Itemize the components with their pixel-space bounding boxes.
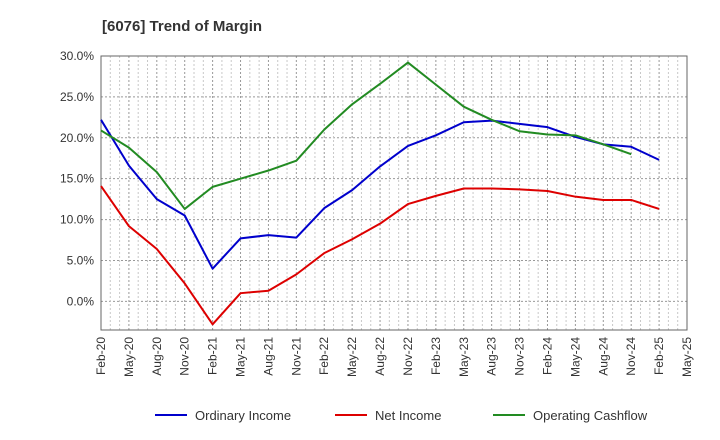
y-axis: 30.0% 25.0% 20.0% 15.0% 10.0% 5.0% 0.0% <box>60 49 94 308</box>
x-tick-label: Feb-23 <box>429 337 443 375</box>
x-tick-label: Nov-24 <box>624 337 638 376</box>
x-tick-label: Feb-22 <box>317 337 331 375</box>
x-axis: Feb-20 May-20 Aug-20 Nov-20 Feb-21 May-21 Aug-… <box>94 337 694 377</box>
x-tick-label: Feb-21 <box>206 337 220 375</box>
y-tick-label: 30.0% <box>60 49 94 63</box>
x-tick-label: May-24 <box>568 337 582 377</box>
y-tick-label: 20.0% <box>60 131 94 145</box>
grid <box>100 55 688 330</box>
y-tick-label: 15.0% <box>60 172 94 186</box>
legend-label-ordinary-income: Ordinary Income <box>195 408 291 423</box>
legend-label-net-income: Net Income <box>375 408 441 423</box>
plot-area <box>100 55 688 331</box>
chart-title: [6076] Trend of Margin <box>102 18 262 35</box>
legend: Ordinary Income Net Income Operating Cashf… <box>155 408 648 423</box>
y-tick-label: 5.0% <box>67 253 95 267</box>
x-tick-label: Feb-24 <box>540 337 554 375</box>
x-tick-label: Nov-21 <box>289 337 303 376</box>
x-tick-label: May-25 <box>680 337 694 377</box>
x-tick-label: Aug-22 <box>373 337 387 376</box>
series-lines <box>100 61 660 326</box>
x-tick-label: Nov-20 <box>178 337 192 376</box>
x-tick-label: Aug-20 <box>150 337 164 376</box>
legend-label-operating-cashflow: Operating Cashflow <box>533 408 648 423</box>
series-line-net-income <box>100 185 660 326</box>
x-tick-label: May-22 <box>345 337 359 377</box>
x-tick-label: Nov-23 <box>513 337 527 376</box>
x-tick-label: May-20 <box>122 337 136 377</box>
x-tick-label: Feb-25 <box>652 337 666 375</box>
x-tick-label: Feb-20 <box>94 337 108 375</box>
y-tick-label: 0.0% <box>67 294 95 308</box>
x-tick-label: Aug-24 <box>596 337 610 376</box>
x-tick-label: Aug-23 <box>485 337 499 376</box>
series-line-operating-cashflow <box>100 61 632 210</box>
series-line-ordinary-income <box>100 119 660 270</box>
x-tick-label: May-23 <box>457 337 471 377</box>
x-tick-label: Aug-21 <box>261 337 275 376</box>
x-tick-label: May-21 <box>234 337 248 377</box>
y-tick-label: 25.0% <box>60 90 94 104</box>
x-tick-label: Nov-22 <box>401 337 415 376</box>
y-tick-label: 10.0% <box>60 213 94 227</box>
